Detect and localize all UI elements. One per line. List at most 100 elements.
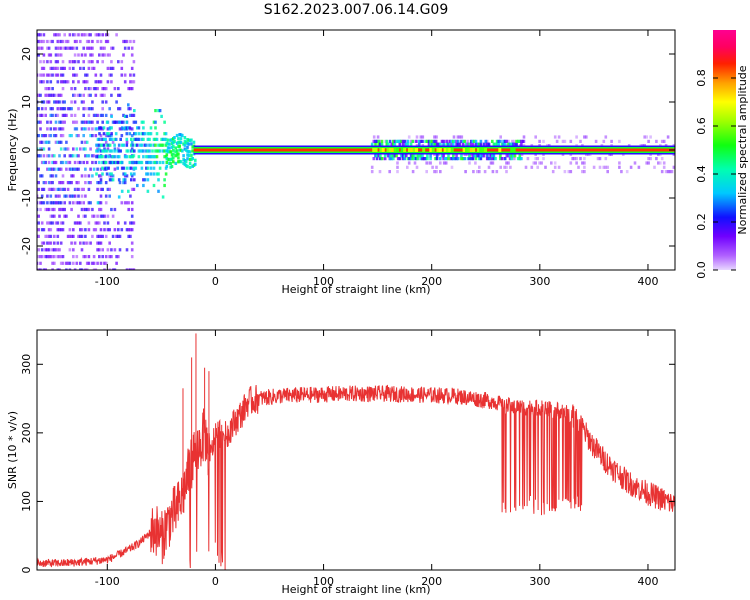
heatmap-cell: [37, 147, 39, 151]
heatmap-cell: [99, 174, 103, 178]
heatmap-cell: [56, 33, 60, 37]
heatmap-cell: [77, 194, 80, 198]
x-tick-label: 300: [529, 575, 550, 588]
heatmap-cell: [113, 155, 116, 159]
heatmap-cell: [56, 268, 60, 270]
heatmap-cell: [130, 178, 133, 182]
heatmap-cell: [474, 161, 477, 165]
heatmap-cell: [92, 66, 96, 70]
heatmap-cell: [111, 66, 115, 70]
heatmap-cell: [372, 135, 376, 139]
heatmap-cell: [120, 126, 124, 130]
heatmap-cell: [61, 261, 65, 265]
heatmap-cell: [129, 221, 132, 225]
heatmap-cell: [104, 137, 107, 141]
heatmap-cell: [47, 167, 51, 171]
heatmap-cell: [472, 170, 475, 174]
heatmap-cell: [435, 165, 438, 169]
heatmap-cell: [87, 39, 91, 44]
heatmap-cell: [53, 167, 56, 171]
heatmap-cell: [91, 160, 94, 165]
signal-band-speckle: [476, 148, 480, 152]
heatmap-cell: [181, 133, 184, 138]
heatmap-cell: [643, 135, 646, 139]
heatmap-cell: [37, 248, 40, 252]
heatmap-cell: [510, 157, 513, 161]
heatmap-cell: [413, 161, 417, 165]
heatmap-cell: [54, 194, 58, 198]
y-tick-label: 20: [20, 47, 33, 61]
heatmap-cell: [131, 149, 135, 153]
heatmap-cell: [160, 137, 163, 141]
heatmap-cell: [401, 142, 405, 146]
heatmap-cell: [110, 174, 113, 178]
heatmap-cell: [87, 127, 91, 131]
heatmap-cell: [119, 160, 122, 165]
heatmap-cell: [544, 165, 547, 169]
heatmap-cell: [550, 161, 553, 165]
heatmap-cell: [66, 181, 70, 185]
heatmap-cell: [152, 172, 156, 176]
heatmap-cell: [122, 178, 125, 182]
heatmap-cell: [87, 60, 91, 64]
heatmap-cell: [425, 170, 428, 174]
heatmap-cell: [172, 144, 175, 148]
heatmap-cell: [42, 228, 46, 232]
heatmap-cell: [40, 201, 44, 205]
heatmap-cell: [37, 214, 40, 218]
heatmap-cell: [96, 241, 99, 245]
heatmap-cell: [579, 139, 582, 143]
heatmap-cell: [129, 87, 132, 91]
heatmap-cell: [79, 66, 82, 70]
heatmap-cell: [84, 154, 87, 158]
heatmap-cell: [452, 154, 455, 158]
heatmap-cell: [127, 234, 130, 238]
heatmap-cell: [108, 126, 112, 130]
heatmap-cell: [152, 155, 156, 159]
heatmap-cell: [82, 107, 85, 111]
heatmap-cell: [72, 154, 75, 158]
heatmap-cell: [44, 268, 47, 270]
snr-frame: [36, 329, 676, 571]
heatmap-cell: [435, 142, 439, 146]
heatmap-cell: [110, 60, 113, 64]
heatmap-cell: [44, 207, 47, 212]
heatmap-cell: [466, 157, 470, 161]
heatmap-cell: [152, 160, 156, 165]
heatmap-cell: [395, 154, 398, 158]
heatmap-cell: [133, 132, 136, 136]
heatmap-cell: [125, 132, 129, 136]
heatmap-cell: [161, 143, 165, 147]
heatmap-cell: [117, 228, 120, 232]
heatmap-cell: [131, 143, 135, 147]
heatmap-cell: [571, 157, 574, 161]
heatmap-cell: [89, 201, 92, 205]
heatmap-cell: [101, 166, 104, 170]
heatmap-cell: [146, 155, 150, 159]
heatmap-cell: [115, 100, 118, 104]
heatmap-cell: [598, 165, 602, 169]
heatmap-cell: [508, 154, 512, 158]
heatmap-cell: [68, 66, 72, 70]
heatmap-cell: [80, 234, 84, 238]
heatmap-cell: [89, 241, 92, 245]
heatmap-cell: [77, 234, 80, 238]
heatmap-cell: [442, 157, 445, 161]
signal-band-speckle: [438, 148, 442, 152]
heatmap-cell: [89, 120, 92, 124]
heatmap-cell: [174, 146, 178, 150]
heatmap-cell: [372, 139, 376, 143]
heatmap-cell: [37, 120, 40, 124]
heatmap-cell: [113, 160, 116, 165]
heatmap-cell: [492, 157, 496, 161]
heatmap-cell: [91, 214, 94, 218]
heatmap-cell: [82, 255, 85, 259]
heatmap-cell: [113, 137, 116, 141]
heatmap-cell: [188, 165, 192, 169]
heatmap-cell: [44, 140, 47, 144]
heatmap-cell: [447, 154, 450, 158]
heatmap-cell: [133, 109, 136, 113]
heatmap-cell: [136, 160, 139, 165]
heatmap-cell: [450, 142, 453, 146]
heatmap-cell: [123, 80, 127, 84]
